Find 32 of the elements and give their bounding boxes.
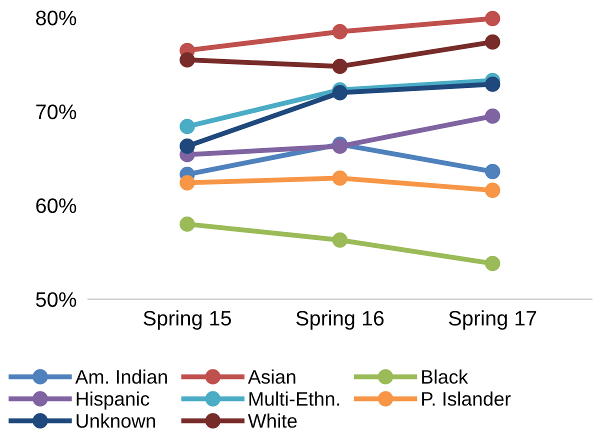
point — [180, 175, 195, 190]
point — [484, 108, 500, 124]
point — [180, 216, 195, 232]
legend-label: P. Islander — [422, 392, 511, 406]
legend-label: Multi-Ethn. — [249, 392, 340, 406]
point — [332, 24, 348, 40]
point — [484, 34, 500, 50]
y-tick-label: 60% — [36, 198, 76, 214]
legend-label: Am. Indian — [75, 370, 167, 384]
legend-label: Black — [422, 370, 468, 384]
x-tick-label: Spring 16 — [296, 310, 384, 330]
legend-label: Unknown — [76, 414, 156, 428]
point — [180, 118, 195, 134]
point — [180, 52, 195, 68]
point — [332, 85, 348, 100]
point — [484, 182, 500, 198]
legend-label: Asian — [248, 370, 296, 384]
point — [332, 232, 348, 248]
point — [332, 58, 348, 74]
point — [180, 138, 195, 154]
x-tick-label: Spring 15 — [144, 310, 231, 330]
legend-label: Hispanic — [76, 392, 150, 410]
y-tick-label: 80% — [36, 10, 76, 26]
y-tick-label: 70% — [36, 104, 76, 120]
point — [484, 164, 500, 180]
legend-label: White — [248, 414, 297, 428]
point — [332, 170, 348, 186]
point — [484, 76, 500, 92]
x-tick-label: Spring 17 — [448, 310, 536, 330]
point — [484, 10, 500, 26]
point — [484, 256, 500, 272]
y-tick-label: 50% — [36, 292, 76, 307]
